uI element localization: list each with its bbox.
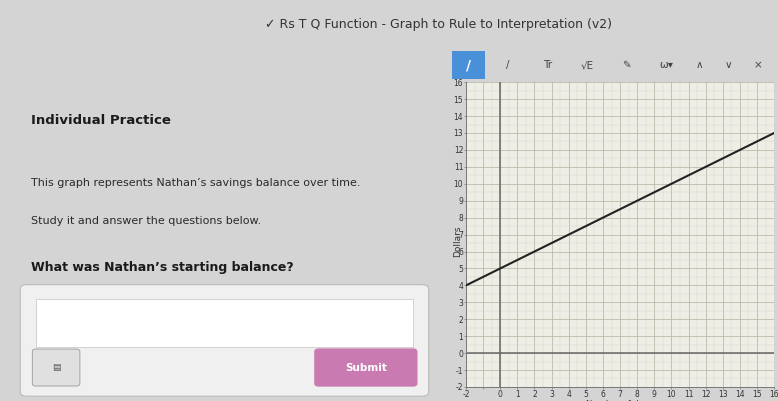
Text: ω▾: ω▾ [659,60,673,70]
Text: Submit: Submit [345,363,387,373]
FancyBboxPatch shape [33,349,80,386]
Text: ▤: ▤ [52,363,61,372]
FancyBboxPatch shape [452,51,485,79]
Text: /: / [506,60,510,70]
FancyBboxPatch shape [314,348,418,387]
Text: Individual Practice: Individual Practice [31,114,171,127]
Text: Dollars: Dollars [453,226,462,257]
Text: ×: × [754,60,762,70]
Bar [36,299,413,347]
Text: Study it and answer the questions below.: Study it and answer the questions below. [31,216,261,226]
Text: What was Nathan’s starting balance?: What was Nathan’s starting balance? [31,261,294,274]
Text: ✓ Rs T Q Function - Graph to Rule to Interpretation (v2): ✓ Rs T Q Function - Graph to Rule to Int… [265,18,612,30]
Text: ✎: ✎ [622,60,631,70]
Text: This graph represents Nathan’s savings balance over time.: This graph represents Nathan’s savings b… [31,178,361,188]
Text: ∧: ∧ [696,60,703,70]
Text: ∨: ∨ [725,60,732,70]
X-axis label: Number of days: Number of days [587,400,654,401]
Text: √E: √E [580,60,594,70]
Text: Tr: Tr [543,60,552,70]
FancyBboxPatch shape [20,285,429,396]
Text: /: / [466,58,471,72]
